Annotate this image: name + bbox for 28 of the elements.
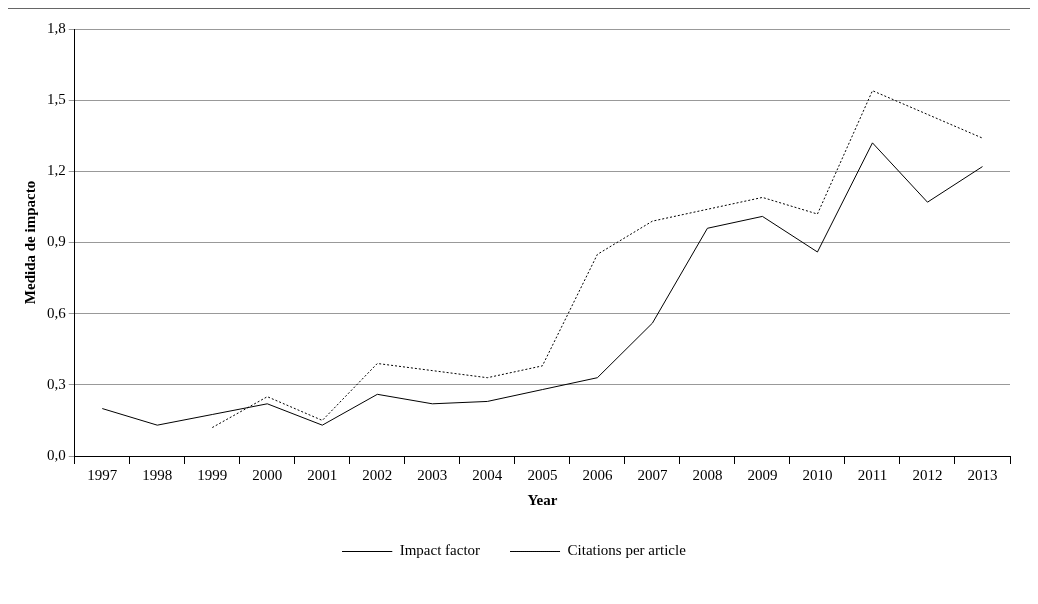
y-tick-label: 0,9 [47, 233, 66, 250]
x-tick-label: 1997 [87, 466, 118, 483]
x-tick-label: 2010 [802, 466, 833, 483]
x-tick-label: 2000 [252, 466, 283, 483]
x-tick-label: 2012 [912, 466, 943, 483]
x-tick-label: 1998 [142, 466, 173, 483]
y-tick-label: 0,6 [47, 304, 67, 321]
y-tick-label: 0,3 [47, 375, 66, 392]
y-tick-label: 1,5 [47, 91, 66, 108]
x-tick-label: 2005 [527, 466, 558, 483]
legend-label: Impact factor [399, 542, 481, 559]
x-tick-label: 2001 [307, 466, 338, 483]
x-tick-label: 2004 [472, 466, 503, 483]
x-tick-label: 2007 [637, 466, 668, 483]
x-tick-label: 2002 [362, 466, 393, 483]
legend-label: Citations per article [567, 542, 687, 559]
x-tick-label: 1999 [197, 466, 228, 483]
x-axis-title: Year [527, 491, 558, 508]
x-tick-label: 2009 [747, 466, 778, 483]
x-tick-label: 2013 [967, 466, 998, 483]
x-tick-label: 2006 [582, 466, 613, 483]
x-tick-label: 2011 [857, 466, 888, 483]
y-axis-title: Medida de impacto [21, 180, 38, 305]
x-tick-label: 2008 [692, 466, 723, 483]
y-tick-label: 0,0 [47, 446, 66, 463]
y-tick-label: 1,8 [47, 19, 66, 36]
x-tick-label: 2003 [417, 466, 448, 483]
y-tick-label: 1,2 [47, 162, 66, 179]
